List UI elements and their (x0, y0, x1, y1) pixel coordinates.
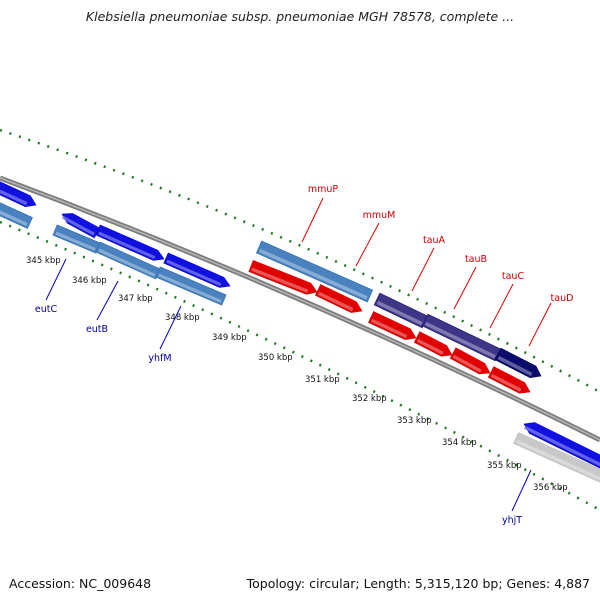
gene-label: tauB (465, 254, 487, 265)
scale-tick-label: 351 kbp (305, 375, 340, 385)
gene-arrow (248, 260, 318, 295)
gene-leader-line (453, 266, 477, 310)
gene-arrow (95, 224, 165, 261)
scale-tick-label: 350 kbp (258, 353, 293, 363)
gene-leader-line (45, 258, 67, 301)
scale-tick-label: 352 kbp (352, 394, 387, 404)
backbone-highlight (0, 177, 600, 441)
scale-tick-label: 348 kbp (165, 313, 200, 323)
backbone-line (0, 175, 600, 443)
outer-tick-ring (0, 128, 600, 394)
gene-leader-line (411, 247, 435, 292)
gene-leader-line (301, 197, 324, 243)
gene-features (0, 181, 600, 483)
gene-leader-line (489, 283, 514, 329)
gene-arrow (513, 432, 600, 483)
scale-ticks: 345 kbp 346 kbp 347 kbp 348 kbp 349 kbp 350 k… (26, 256, 568, 493)
genome-summary-text: Topology: circular; Length: 5,315,120 bp… (246, 576, 590, 591)
accession-text: Accession: NC_009648 (9, 576, 152, 591)
gene-arrow (255, 240, 374, 303)
gene-arrow (163, 252, 231, 288)
gene-arrow (0, 202, 33, 229)
scale-tick-label: 353 kbp (397, 416, 432, 426)
gene-arrow (413, 331, 453, 357)
gene-arrow (494, 347, 542, 378)
gene-label: mmuM (363, 210, 396, 221)
scale-tick-label: 347 kbp (118, 294, 153, 304)
gene-arrow (523, 422, 600, 469)
gene-leader-line (528, 302, 552, 347)
gene-arrow (0, 181, 37, 207)
map-title: Klebsiella pneumoniae subsp. pneumoniae … (85, 9, 515, 24)
gene-arrow (368, 311, 417, 340)
gene-label: yhjT (502, 515, 522, 526)
gene-label: tauD (551, 293, 574, 304)
gene-label: tauA (423, 235, 446, 246)
gene-label: eutB (86, 324, 108, 335)
scale-tick-label: 354 kbp (442, 438, 477, 448)
gene-leader-line (511, 469, 532, 512)
scale-tick-label: 345 kbp (26, 256, 61, 266)
scale-tick-label: 356 kbp (533, 483, 568, 493)
gene-leader-line (355, 222, 380, 267)
gene-arrow (155, 266, 227, 306)
gene-leader-line (96, 280, 119, 321)
scale-tick-label: 346 kbp (72, 276, 107, 286)
gene-leader-line (159, 305, 182, 350)
scale-tick-label: 355 kbp (487, 461, 522, 471)
gene-label: tauC (502, 271, 525, 282)
gene-arrow (449, 347, 491, 375)
gene-labels: mmuP mmuM tauA tauB tauC tauD eutC eutB yhfM yhjT (35, 184, 574, 526)
gene-label: mmuP (308, 184, 339, 195)
gene-label: yhfM (148, 353, 171, 364)
gene-arrow (487, 366, 531, 394)
scale-tick-label: 349 kbp (212, 333, 247, 343)
gene-arrow (315, 284, 363, 313)
gene-label: eutC (35, 304, 58, 315)
